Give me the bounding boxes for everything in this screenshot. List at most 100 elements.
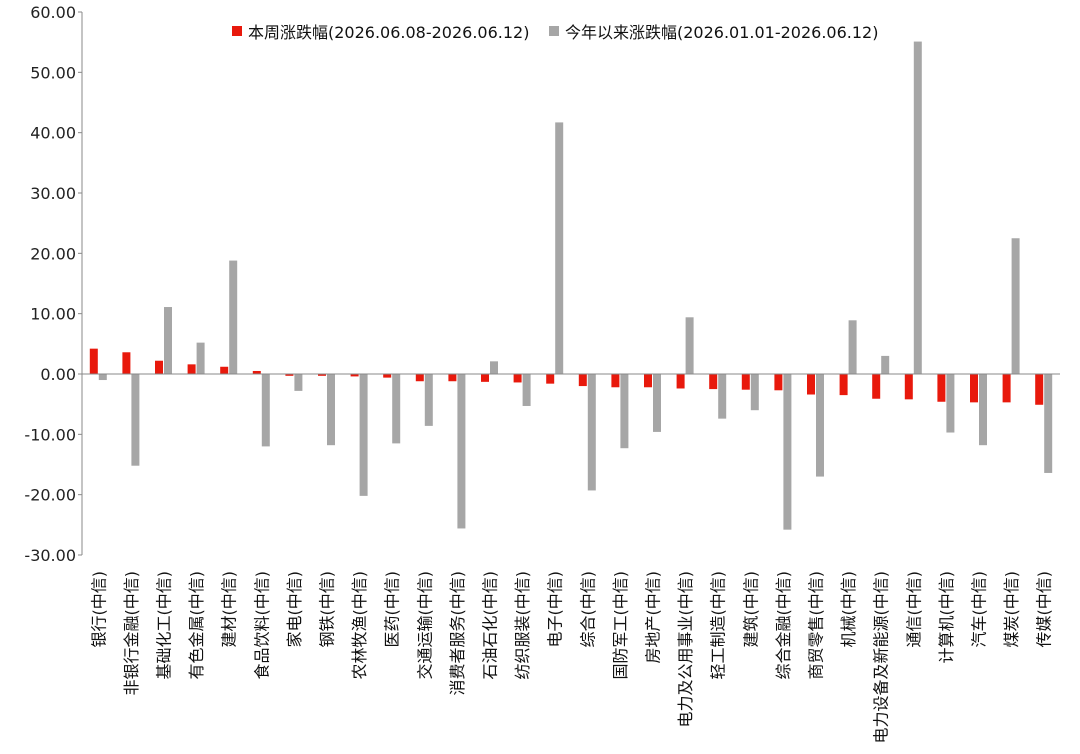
bar-ytd [131, 374, 140, 466]
bar-ytd [816, 374, 824, 477]
bar-weekly [904, 374, 913, 400]
bar-weekly [122, 352, 131, 374]
y-tick-label: -20.00 [24, 486, 76, 505]
bar-weekly [937, 374, 946, 402]
bars [89, 41, 1053, 530]
x-category-label: 交通运输(中信) [415, 571, 434, 680]
bar-weekly [448, 374, 457, 382]
bar-ytd [620, 374, 629, 449]
bar-ytd [229, 260, 238, 374]
bar-weekly [513, 374, 522, 383]
bar-ytd [555, 122, 564, 374]
x-category-label: 银行(中信) [89, 571, 108, 648]
x-category-label: 家电(中信) [285, 571, 304, 648]
legend: 本周涨跌幅(2026.06.08-2026.06.12) 今年以来涨跌幅(202… [232, 23, 878, 42]
bar-weekly [187, 364, 196, 374]
bar-weekly [285, 374, 294, 376]
x-category-label: 煤炭(中信) [1002, 571, 1021, 648]
bar-ytd [359, 374, 368, 496]
x-category-label: 建筑(中信) [741, 571, 760, 648]
bar-weekly [318, 374, 326, 376]
bar-ytd [848, 320, 857, 374]
x-category-label: 房地产(中信) [644, 571, 663, 664]
bar-ytd [783, 374, 792, 530]
bar-ytd [587, 374, 596, 491]
x-category-label: 传媒(中信) [1035, 571, 1054, 648]
x-category-label: 电力设备及新能源(中信) [872, 571, 891, 744]
bar-ytd [750, 374, 759, 411]
x-category-label: 消费者服务(中信) [448, 571, 467, 696]
bar-ytd [1011, 238, 1020, 374]
x-category-label: 商贸零售(中信) [807, 571, 826, 680]
bar-weekly [774, 374, 783, 391]
bar-ytd [1044, 374, 1053, 473]
bar-ytd [653, 374, 661, 432]
bar-weekly [741, 374, 750, 390]
x-category-label: 纺织服装(中信) [513, 571, 532, 680]
y-axis-tick-labels: 60.00 50.00 40.00 30.00 20.00 10.00 0.00 -10.00… [24, 3, 82, 565]
bar-weekly [709, 374, 718, 390]
bar-weekly [644, 374, 652, 388]
y-tick-label: 50.00 [30, 63, 76, 82]
x-axis-category-labels: 银行(中信) 非银行金融(中信) 基础化工(中信) 有色金属(中信) 建材(中信) 食品饮… [89, 571, 1053, 744]
bar-weekly [155, 360, 163, 374]
bar-weekly [89, 348, 98, 374]
bar-weekly [350, 374, 359, 377]
y-tick-label: 10.00 [30, 305, 76, 324]
x-category-label: 轻工制造(中信) [709, 571, 728, 680]
x-category-label: 石油石化(中信) [481, 571, 500, 680]
bar-weekly [872, 374, 881, 399]
bar-weekly [546, 374, 555, 384]
bar-weekly [1002, 374, 1011, 403]
bar-ytd [979, 374, 987, 446]
bar-ytd [294, 374, 303, 391]
y-tick-label: -10.00 [24, 425, 76, 444]
bar-ytd [457, 374, 466, 529]
bar-ytd [424, 374, 433, 426]
x-category-label: 农林牧渔(中信) [350, 571, 369, 680]
x-category-label: 建材(中信) [220, 571, 239, 648]
bar-ytd [196, 342, 205, 374]
bar-ytd [946, 374, 955, 433]
x-category-label: 汽车(中信) [970, 571, 989, 648]
x-category-label: 电子(中信) [546, 571, 565, 648]
bar-ytd [685, 317, 694, 374]
bar-weekly [839, 374, 848, 396]
x-category-label: 有色金属(中信) [187, 571, 206, 680]
legend-label-ytd: 今年以来涨跌幅(2026.01.01-2026.06.12) [565, 23, 878, 42]
bar-weekly [481, 374, 489, 382]
bar-ytd [913, 41, 922, 375]
x-category-label: 国防军工(中信) [611, 571, 630, 680]
y-tick-label: 40.00 [30, 124, 76, 143]
y-tick-label: 0.00 [40, 365, 76, 384]
bar-weekly [970, 374, 978, 403]
bar-weekly [252, 370, 261, 374]
y-tick-label: -30.00 [24, 546, 76, 565]
bar-ytd [522, 374, 531, 406]
x-category-label: 机械(中信) [839, 571, 858, 648]
x-category-label: 综合金融(中信) [774, 571, 793, 680]
bar-weekly [1035, 374, 1044, 405]
bar-ytd [392, 374, 401, 444]
bar-weekly [611, 374, 620, 388]
x-category-label: 通信(中信) [904, 571, 923, 648]
x-category-label: 电力及公用事业(中信) [676, 571, 695, 728]
bar-weekly [383, 374, 392, 378]
bar-weekly [578, 374, 587, 387]
y-tick-label: 30.00 [30, 184, 76, 203]
x-category-label: 钢铁(中信) [318, 571, 337, 648]
legend-swatch-weekly [232, 26, 242, 36]
bar-ytd [718, 374, 727, 419]
x-category-label: 食品饮料(中信) [252, 571, 271, 680]
bar-weekly [676, 374, 685, 389]
x-category-label: 计算机(中信) [937, 571, 956, 664]
bar-weekly [807, 374, 815, 395]
legend-label-weekly: 本周涨跌幅(2026.06.08-2026.06.12) [248, 23, 529, 42]
bar-ytd [261, 374, 270, 447]
x-category-label: 非银行金融(中信) [122, 571, 141, 696]
x-category-label: 综合(中信) [578, 571, 597, 648]
x-category-label: 医药(中信) [383, 571, 402, 648]
bar-weekly [220, 366, 229, 374]
legend-swatch-ytd [549, 26, 559, 36]
